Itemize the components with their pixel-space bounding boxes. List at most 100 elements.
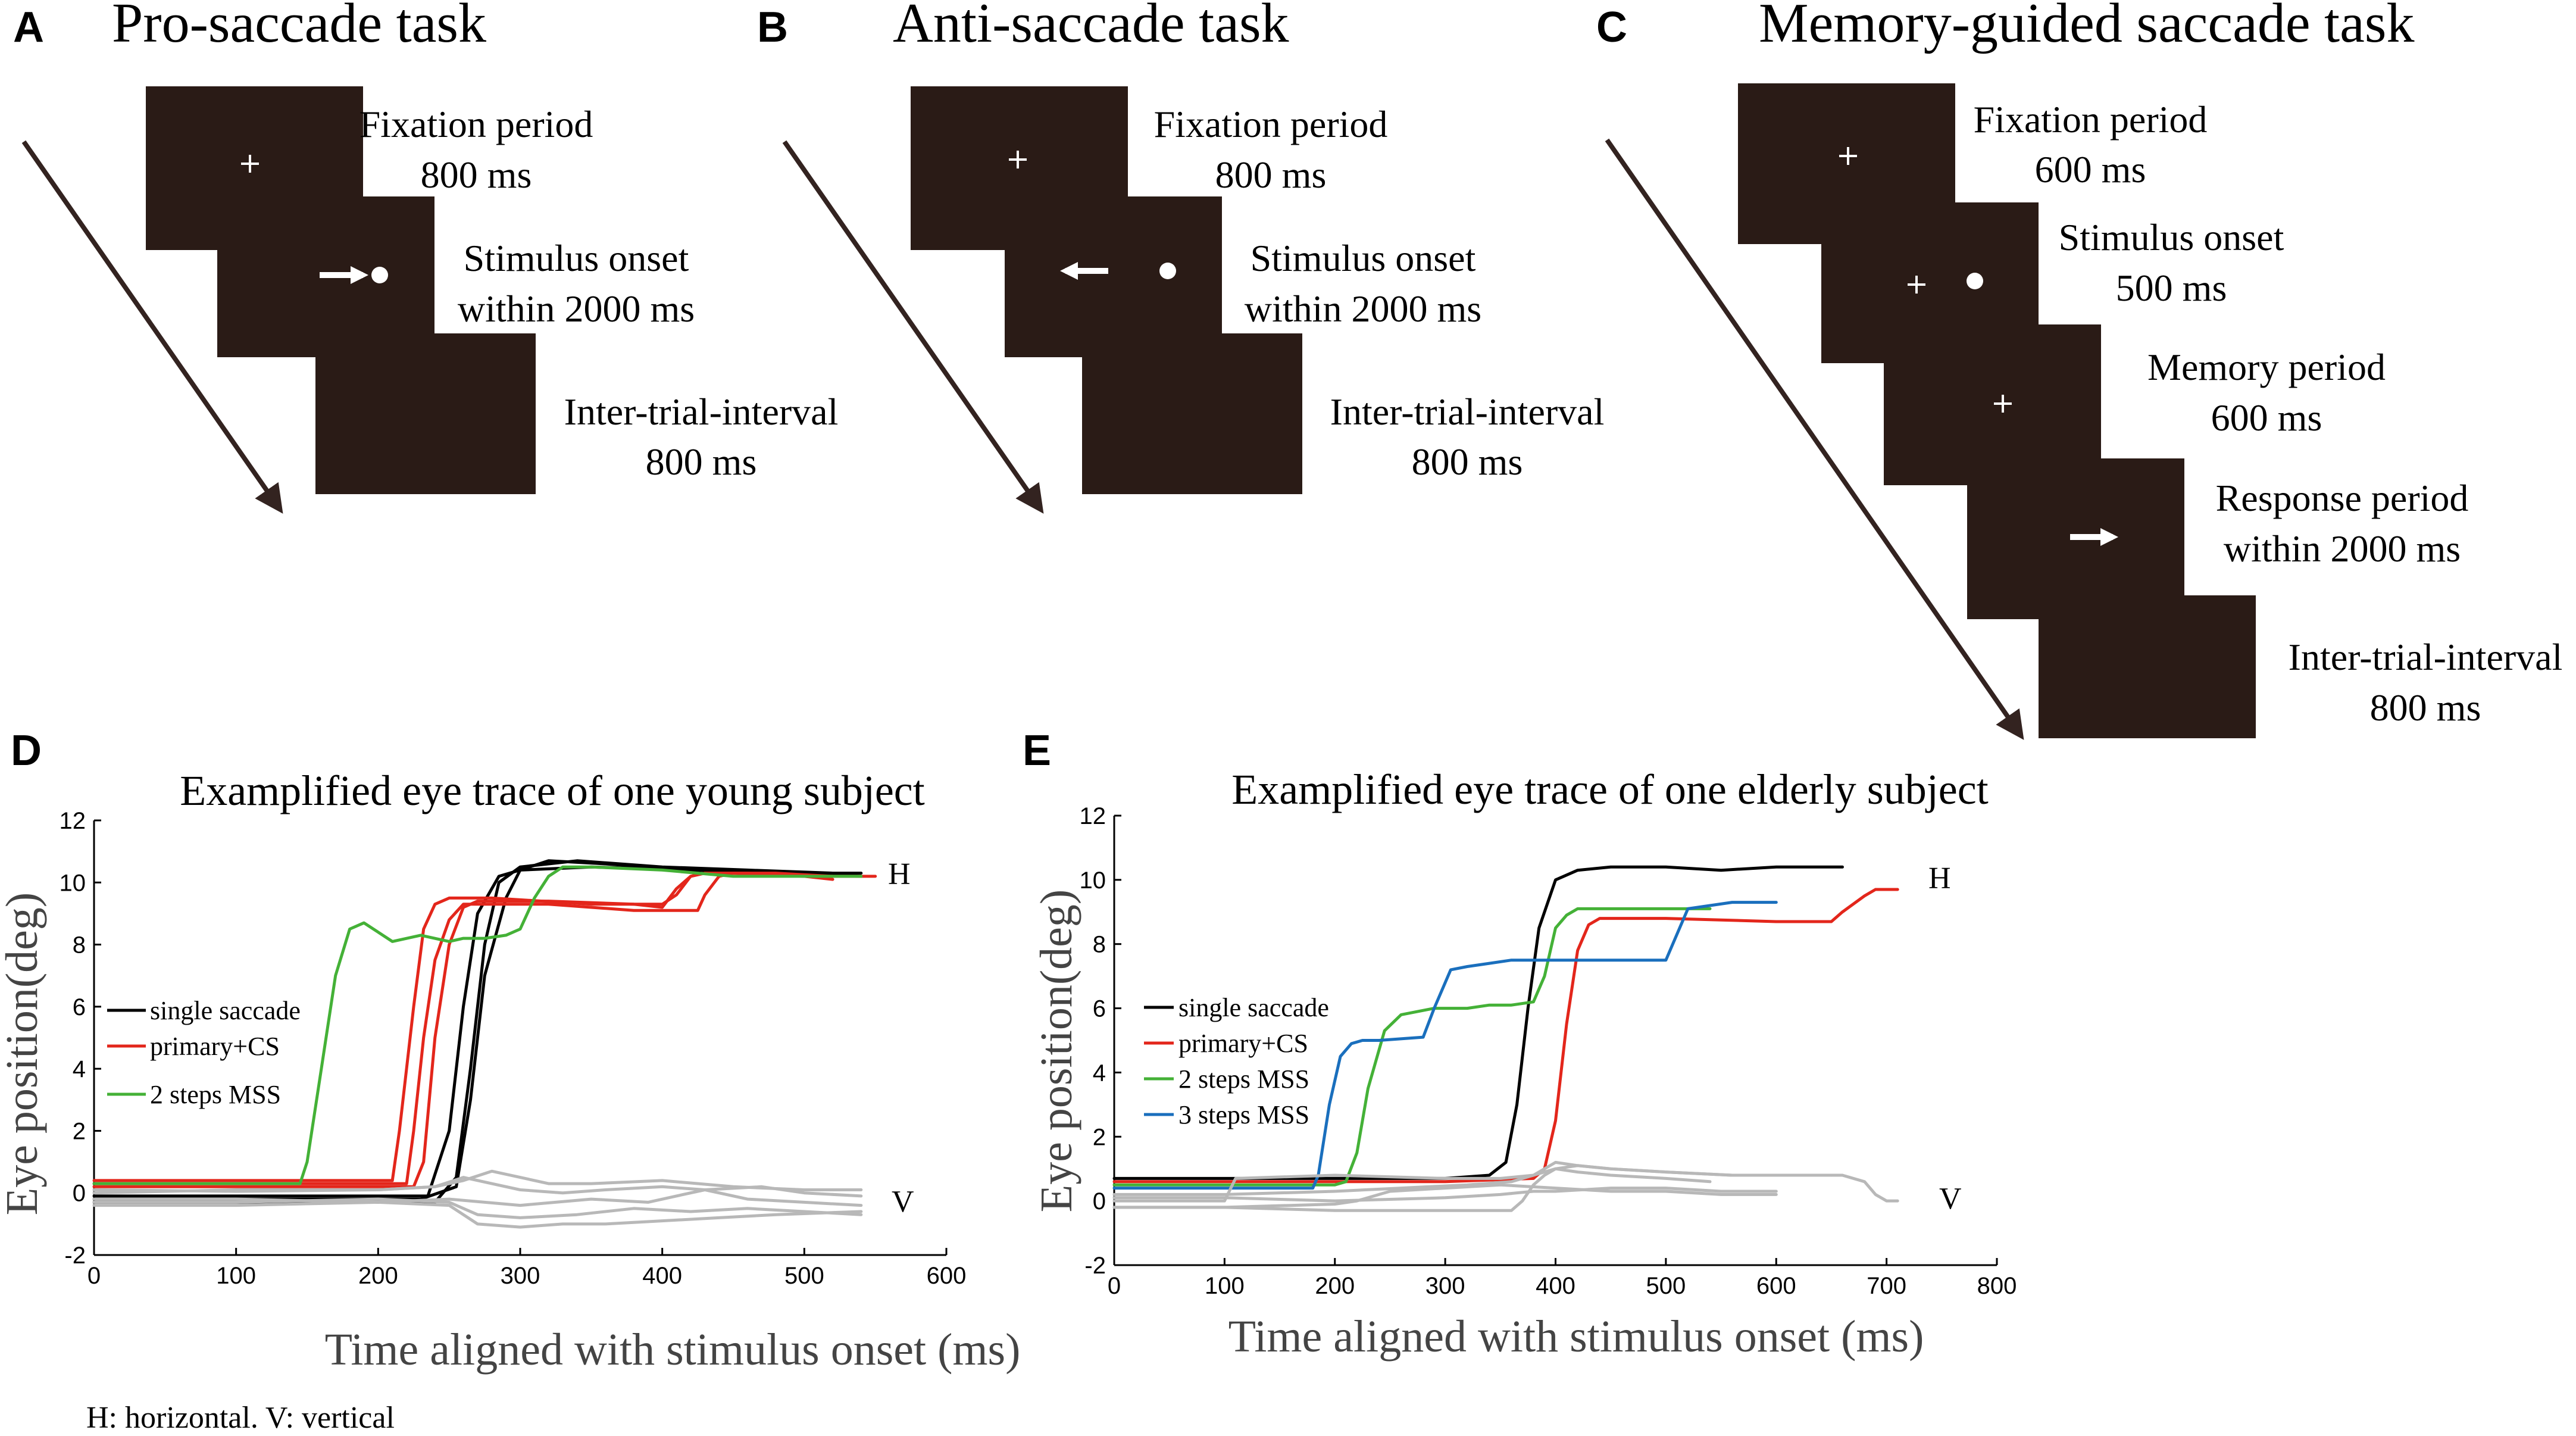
- chart-title-e: Examplified eye trace of one elderly sub…: [1231, 766, 1988, 813]
- phase-text-c-5: Inter-trial-interval 800 ms: [2289, 636, 2563, 729]
- fixation-cross-icon: [1009, 151, 1027, 168]
- y-tick-label: 0: [1093, 1188, 1106, 1215]
- x-axis-label-d: Time aligned with stimulus onset (ms): [325, 1325, 1021, 1375]
- y-tick-label: 6: [1093, 996, 1106, 1022]
- y-tick-label: 2: [73, 1118, 86, 1144]
- x-tick-label: 600: [927, 1263, 967, 1289]
- fixation-cross-icon: [1908, 276, 1925, 294]
- panel-b: B Anti-saccade task Fixation period 800 m…: [757, 0, 1605, 514]
- stimulus-dot-icon: [371, 267, 388, 283]
- panel-label-d: D: [11, 727, 42, 775]
- y-tick-label: 10: [60, 870, 86, 896]
- panel-title-a: Pro-saccade task: [112, 0, 486, 54]
- trace-v-10: [92, 1176, 863, 1207]
- phase-text-a-1: Fixation period 800 ms: [359, 103, 593, 196]
- screen-iti-a: [315, 333, 536, 494]
- time-arrow-c: [1605, 138, 2024, 740]
- trace-primary-cs-4: [92, 872, 877, 1185]
- panel-label-a: A: [13, 4, 44, 51]
- y-tick-label: -2: [1084, 1253, 1106, 1279]
- x-tick-label: 800: [1977, 1273, 2017, 1299]
- fixation-cross-icon: [241, 155, 259, 173]
- legend-label-e-3: 2 steps MSS: [1178, 1064, 1309, 1094]
- legend-d: single saccade primary+CS 2 steps MSS: [107, 996, 301, 1109]
- trace-single-saccade-0: [1112, 865, 1844, 1180]
- x-tick-label: 0: [87, 1263, 101, 1289]
- x-tick-label: 500: [1646, 1273, 1686, 1299]
- x-tick-label: 300: [501, 1263, 540, 1289]
- phase-text-b-2: Stimulus onset within 2000 ms: [1245, 237, 1481, 330]
- trace-2-steps-mss-6: [92, 865, 863, 1185]
- x-tick-label: 300: [1425, 1273, 1465, 1299]
- fixation-cross-icon: [1839, 147, 1857, 165]
- x-tick-label: 400: [1536, 1273, 1575, 1299]
- time-arrow-b: [782, 140, 1044, 514]
- trace-v-7: [1112, 1167, 1712, 1212]
- phase-text-c-2: Stimulus onset 500 ms: [2059, 216, 2284, 309]
- x-tick-label: 200: [1315, 1273, 1355, 1299]
- vertical-marker-d: V: [892, 1185, 914, 1219]
- trace-v-8: [1112, 1187, 1778, 1203]
- chart-title-d: Examplified eye trace of one young subje…: [180, 767, 925, 814]
- x-tick-label: 100: [1205, 1273, 1245, 1299]
- panel-e: E Examplified eye trace of one elderly s…: [1023, 727, 2017, 1362]
- trace-2-steps-mss-2: [1112, 907, 1712, 1187]
- y-tick-label: 12: [60, 808, 86, 834]
- phase-text-c-1: Fixation period 600 ms: [1974, 98, 2208, 191]
- screen-iti-c: [2039, 595, 2256, 738]
- legend-label-d-3: 2 steps MSS: [150, 1080, 281, 1109]
- panel-title-c: Memory-guided saccade task: [1759, 0, 2414, 54]
- y-tick-label: 4: [73, 1056, 86, 1082]
- phase-text-b-1: Fixation period 800 ms: [1154, 103, 1388, 196]
- phase-text-a-3: Inter-trial-interval 800 ms: [564, 391, 839, 483]
- phase-text-b-3: Inter-trial-interval 800 ms: [1330, 391, 1605, 483]
- trace-3-steps-mss-3: [1112, 901, 1778, 1190]
- trace-v-8: [92, 1197, 863, 1219]
- vertical-marker-e: V: [1939, 1182, 1962, 1216]
- y-tick-label: 6: [73, 994, 86, 1020]
- legend-label-e-1: single saccade: [1178, 993, 1329, 1022]
- trace-v-5: [1112, 1160, 1833, 1203]
- y-axis-label-e: Eye position(deg): [1031, 889, 1081, 1212]
- panel-c: C Memory-guided saccade task Fixation pe…: [1596, 0, 2563, 740]
- x-tick-label: 0: [1108, 1273, 1121, 1299]
- phase-text-c-4: Response period within 2000 ms: [2216, 477, 2469, 570]
- stimulus-dot-icon: [1967, 273, 1983, 289]
- legend-label-d-2: primary+CS: [150, 1032, 280, 1061]
- y-tick-label: 0: [73, 1181, 86, 1207]
- panel-d: D Examplified eye trace of one young sub…: [0, 727, 1020, 1375]
- x-tick-label: 200: [358, 1263, 398, 1289]
- panel-label-b: B: [757, 4, 788, 51]
- horizontal-marker-d: H: [888, 857, 911, 891]
- y-tick-label: 8: [73, 932, 86, 959]
- x-tick-label: 400: [642, 1263, 682, 1289]
- phase-text-c-3: Memory period 600 ms: [2147, 346, 2386, 439]
- x-tick-label: 600: [1756, 1273, 1796, 1299]
- footnote: H: horizontal. V: vertical: [86, 1401, 395, 1435]
- screen-iti-b: [1082, 333, 1302, 494]
- phase-text-a-2: Stimulus onset within 2000 ms: [458, 237, 695, 330]
- y-axis-label-d: Eye position(deg): [0, 892, 47, 1215]
- trace-single-saccade-2: [92, 865, 863, 1198]
- legend-label-e-4: 3 steps MSS: [1178, 1100, 1309, 1129]
- screen-stimulus-b: [1005, 196, 1222, 357]
- panel-label-c: C: [1596, 4, 1627, 51]
- legend-label-e-2: primary+CS: [1178, 1029, 1308, 1058]
- panel-label-e: E: [1023, 727, 1051, 775]
- stimulus-dot-icon: [1159, 263, 1176, 279]
- x-tick-label: 700: [1867, 1273, 1906, 1299]
- fixation-cross-icon: [1994, 395, 2012, 413]
- trace-v-6: [1112, 1183, 1778, 1209]
- x-tick-label: 500: [784, 1263, 824, 1289]
- trace-v-11: [92, 1185, 863, 1207]
- legend-label-d-1: single saccade: [150, 996, 301, 1025]
- y-tick-label: 2: [1093, 1124, 1106, 1150]
- y-tick-label: 8: [1093, 932, 1106, 958]
- panel-title-b: Anti-saccade task: [893, 0, 1289, 54]
- legend-e: single saccade primary+CS 2 steps MSS 3 …: [1144, 993, 1329, 1129]
- y-tick-label: 10: [1080, 867, 1106, 894]
- panel-a: A Pro-saccade task Fixation period 800 ms…: [13, 0, 839, 514]
- horizontal-marker-e: H: [1928, 861, 1951, 895]
